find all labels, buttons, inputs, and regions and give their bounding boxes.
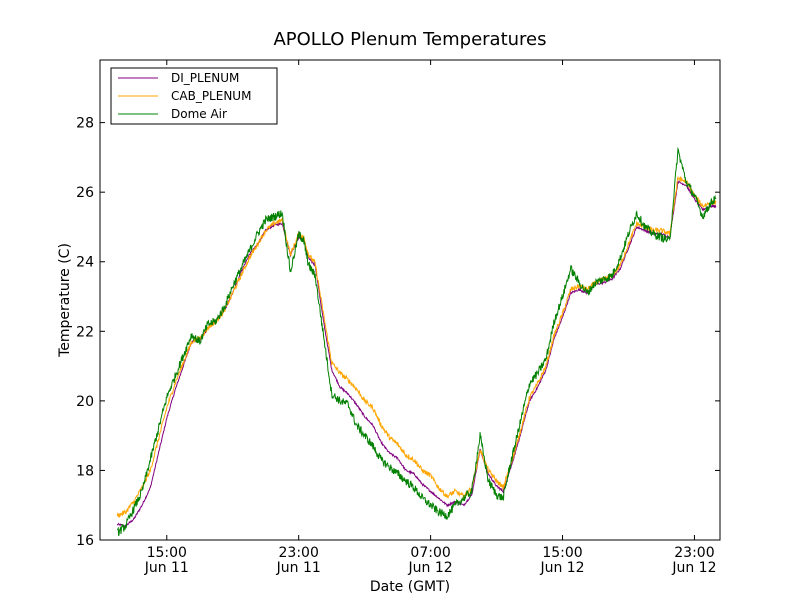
y-tick-label: 18 <box>76 463 94 479</box>
y-axis-label: Temperature (C) <box>57 243 73 358</box>
x-tick-label-time: 15:00 <box>542 545 582 561</box>
legend-label: Dome Air <box>171 107 227 121</box>
x-axis-label: Date (GMT) <box>370 579 450 595</box>
y-tick-label: 24 <box>76 255 94 271</box>
legend-label: CAB_PLENUM <box>171 89 251 103</box>
chart-title: APOLLO Plenum Temperatures <box>273 29 546 50</box>
x-tick-label-time: 23:00 <box>279 545 319 561</box>
x-tick-label-time: 23:00 <box>674 545 714 561</box>
legend-label: DI_PLENUM <box>171 71 239 85</box>
series-line-dome-air <box>116 146 717 537</box>
series-line-cab-plenum <box>116 175 717 518</box>
y-tick-label: 16 <box>76 533 94 549</box>
y-tick-label: 20 <box>76 394 94 410</box>
x-tick-label-time: 15:00 <box>147 545 187 561</box>
x-tick-label-date: Jun 12 <box>539 560 584 576</box>
y-tick-label: 26 <box>76 185 94 201</box>
y-tick-label: 22 <box>76 324 94 340</box>
y-axis: 16 18 20 22 24 26 28 <box>76 116 720 549</box>
y-tick-label: 28 <box>76 116 94 132</box>
series-layer <box>116 146 717 537</box>
x-tick-label-date: Jun 11 <box>276 560 321 576</box>
plot-frame <box>99 59 721 541</box>
x-tick-label-time: 07:00 <box>410 545 450 561</box>
x-tick-label-date: Jun 12 <box>408 560 453 576</box>
x-tick-label-date: Jun 12 <box>671 560 716 576</box>
legend: DI_PLENUM CAB_PLENUM Dome Air <box>110 67 278 125</box>
x-tick-label-date: Jun 11 <box>144 560 189 576</box>
